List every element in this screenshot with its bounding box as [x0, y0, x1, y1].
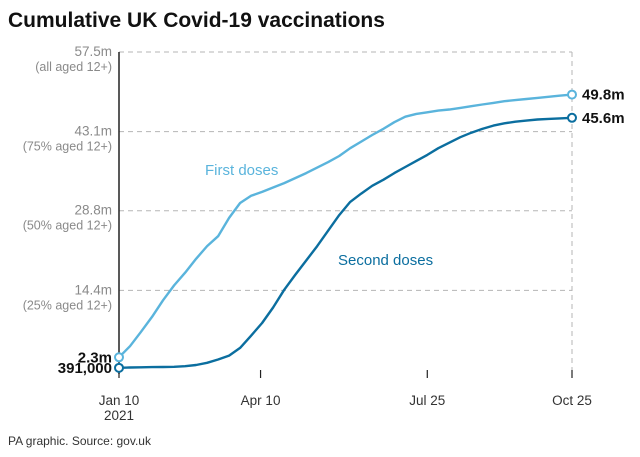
series-line [117, 93, 574, 359]
start-value-label: 2.3m [78, 349, 112, 366]
start-value-label: 391,000 [58, 360, 112, 377]
y-tick-label: 14.4m [74, 282, 112, 297]
start-point [114, 362, 124, 373]
y-tick-sublabel: (all aged 12+) [35, 60, 112, 74]
end-point [567, 89, 577, 100]
chart-title: Cumulative UK Covid-19 vaccinations [8, 9, 385, 32]
y-tick-sublabel: (75% aged 12+) [23, 140, 112, 154]
x-tick-label: Jul 25 [409, 393, 445, 408]
series-labels: 2.3m 49.8m 391,000 45.6m First doses Second d… [58, 87, 625, 377]
series-line [117, 116, 574, 369]
end-value-label: 49.8m [582, 87, 625, 104]
y-tick-label: 57.5m [74, 44, 112, 59]
y-tick-label: 28.8m [74, 203, 112, 218]
series-name-label: Second doses [338, 252, 433, 269]
series-name-label: First doses [205, 162, 278, 179]
series-lines [114, 89, 577, 373]
end-point [567, 112, 577, 123]
end-value-label: 45.6m [582, 110, 625, 127]
y-tick-label: 43.1m [74, 124, 112, 139]
gridlines [119, 51, 573, 370]
source-note: PA graphic. Source: gov.uk [8, 434, 152, 448]
x-tick-sublabel: 2021 [104, 408, 134, 423]
start-point [114, 352, 124, 363]
x-tick-label: Jan 10 [99, 393, 140, 408]
x-tick-label: Oct 25 [552, 393, 592, 408]
y-tick-sublabel: (25% aged 12+) [23, 298, 112, 312]
y-tick-sublabel: (50% aged 12+) [23, 219, 112, 233]
x-tick-label: Apr 10 [241, 393, 281, 408]
y-axis-ticks: 57.5m(all aged 12+) 43.1m(75% aged 12+) 28… [23, 44, 112, 312]
